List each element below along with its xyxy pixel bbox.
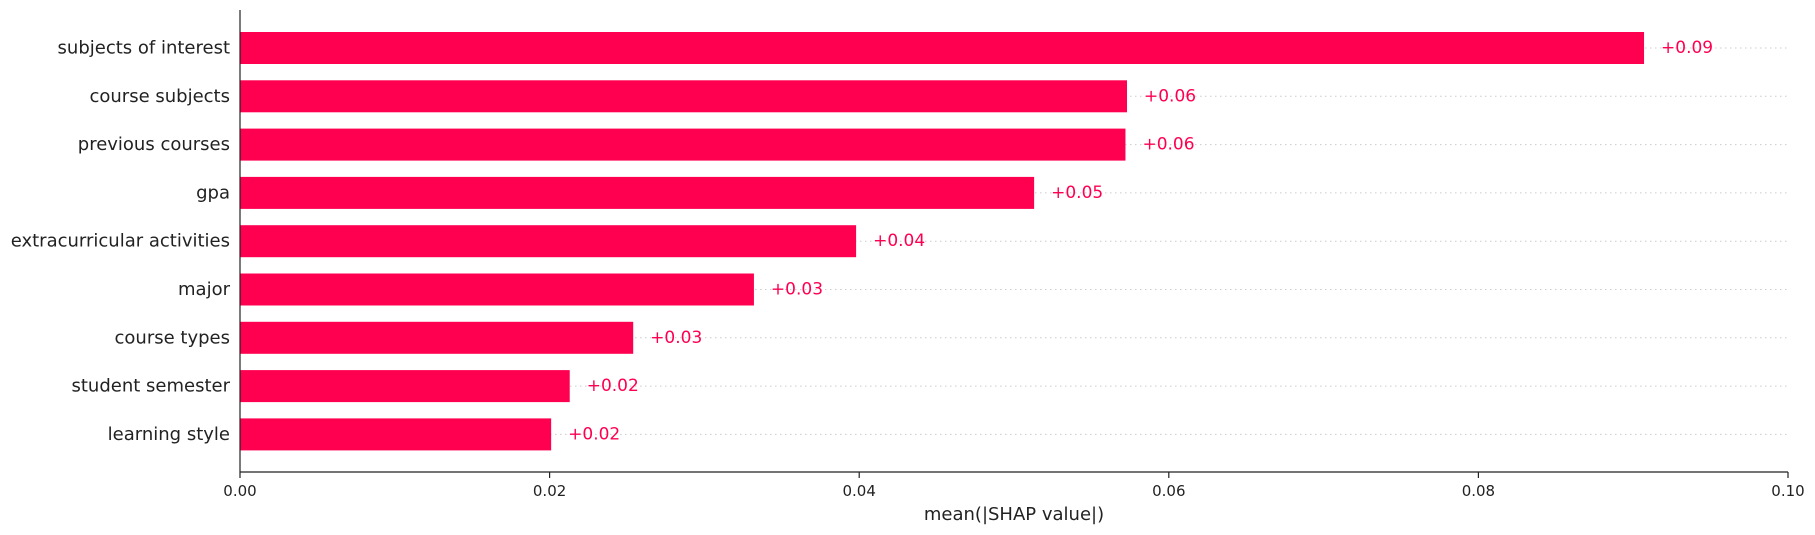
bar bbox=[240, 128, 1126, 161]
bar bbox=[240, 32, 1645, 64]
category-label: gpa bbox=[196, 182, 230, 203]
value-label: +0.06 bbox=[1142, 135, 1194, 155]
x-tick-label: 0.02 bbox=[533, 482, 566, 500]
category-labels: subjects of interest course subjects previ… bbox=[11, 38, 231, 445]
value-label: +0.06 bbox=[1144, 86, 1196, 106]
value-label: +0.03 bbox=[650, 328, 702, 348]
category-label: course types bbox=[115, 327, 230, 348]
x-tick-label: 0.04 bbox=[842, 482, 875, 500]
category-label: subjects of interest bbox=[58, 38, 230, 59]
category-label: course subjects bbox=[89, 86, 230, 107]
x-tick-label: 0.06 bbox=[1152, 482, 1185, 500]
bar bbox=[240, 418, 552, 451]
bars bbox=[240, 32, 1645, 451]
value-label: +0.03 bbox=[771, 280, 823, 300]
bar bbox=[240, 273, 754, 306]
value-label: +0.04 bbox=[873, 231, 925, 251]
value-label: +0.02 bbox=[568, 424, 620, 444]
value-label: +0.09 bbox=[1661, 38, 1713, 58]
bar bbox=[240, 225, 857, 258]
bar bbox=[240, 321, 634, 354]
x-axis-title: mean(|SHAP value|) bbox=[924, 504, 1104, 525]
value-label: +0.05 bbox=[1051, 183, 1103, 203]
x-ticks: 0.00 0.02 0.04 0.06 0.08 0.10 bbox=[223, 472, 1805, 500]
value-label: +0.02 bbox=[587, 376, 639, 396]
bar bbox=[240, 370, 570, 403]
x-tick-label: 0.00 bbox=[223, 482, 256, 500]
bar bbox=[240, 80, 1128, 113]
bar bbox=[240, 176, 1035, 209]
category-label: extracurricular activities bbox=[11, 231, 230, 252]
category-label: previous courses bbox=[78, 134, 230, 155]
category-label: student semester bbox=[71, 376, 230, 397]
axes bbox=[239, 10, 1788, 473]
x-tick-label: 0.08 bbox=[1462, 482, 1495, 500]
category-label: learning style bbox=[108, 424, 230, 445]
value-labels: +0.09 +0.06 +0.06 +0.05 +0.04 +0.03 +0.03 +0.02… bbox=[568, 38, 1713, 444]
x-tick-label: 0.10 bbox=[1771, 482, 1804, 500]
category-label: major bbox=[178, 279, 231, 300]
